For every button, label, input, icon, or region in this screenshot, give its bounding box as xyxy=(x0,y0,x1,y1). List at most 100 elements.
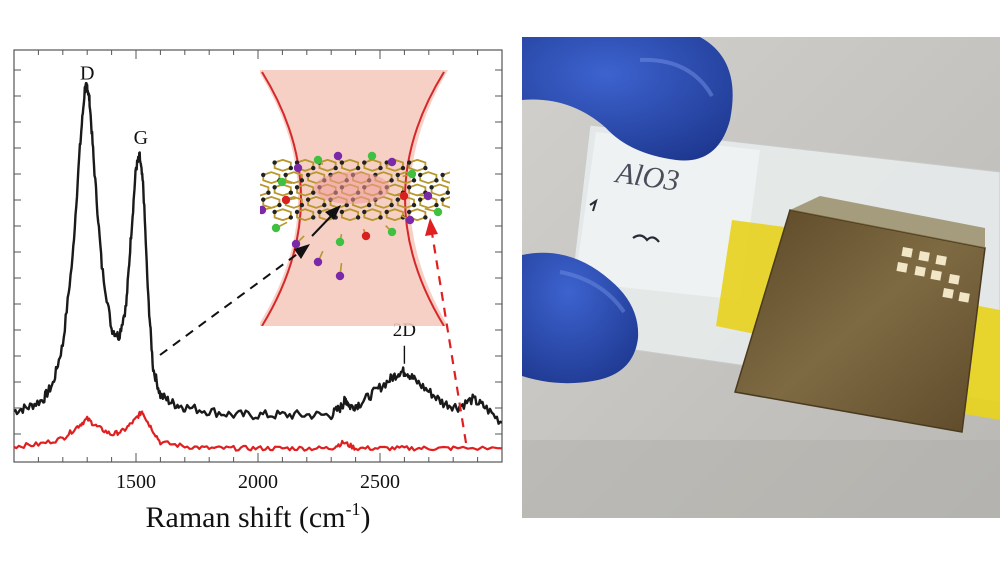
series-line-black xyxy=(14,81,502,425)
carbon-atom xyxy=(311,190,316,195)
electrode-pad xyxy=(901,247,913,258)
carbon-atom xyxy=(445,190,450,195)
annotation-mark-1 xyxy=(589,198,598,212)
carbon-atom xyxy=(288,165,294,171)
carbon-atom xyxy=(378,215,383,220)
electrode-pads xyxy=(896,247,970,303)
carbon-atom xyxy=(311,215,316,220)
glove-finger-highlight xyxy=(559,270,626,314)
electrode-pad xyxy=(896,262,908,273)
carbon-atom xyxy=(339,209,345,215)
carbon-atom xyxy=(277,202,282,208)
x-axis-ticks xyxy=(13,50,503,462)
functional-group-atom xyxy=(293,163,303,173)
carbon-atom xyxy=(288,215,294,220)
carbon-atom xyxy=(311,165,316,171)
carbon-atom xyxy=(457,203,461,207)
film-edge-highlight xyxy=(790,196,985,248)
inner-arrow-head xyxy=(325,205,341,220)
carbon-ring xyxy=(273,158,292,172)
functional-group-atom xyxy=(423,191,433,201)
carbon-atom xyxy=(378,165,383,171)
carbon-atom xyxy=(411,178,417,183)
carbon-atom xyxy=(272,185,277,190)
carbon-atom xyxy=(406,185,412,190)
functional-group-atom xyxy=(271,223,281,233)
electrode-pad xyxy=(948,274,960,285)
inset-molecule-illustration xyxy=(260,70,461,326)
carbon-atom xyxy=(429,185,434,190)
electrode-pad xyxy=(935,254,947,266)
x-axis-label-close: ) xyxy=(360,501,370,534)
functional-group-atom xyxy=(387,157,397,167)
black-dashed-arrow-head xyxy=(294,244,310,259)
glove-finger xyxy=(522,252,639,384)
sample-photo: AlO3 xyxy=(522,37,1000,518)
carbon-atom xyxy=(406,160,412,165)
functional-group-atom xyxy=(367,151,377,161)
carbon-atom xyxy=(261,172,266,178)
functional-group-atom xyxy=(291,239,301,249)
functional-group-atom xyxy=(335,271,345,281)
carbon-atom xyxy=(362,160,367,165)
electrode-pad xyxy=(942,288,954,299)
x-axis-label-main: Raman shift (cm xyxy=(146,501,346,534)
carbon-atom xyxy=(400,165,406,171)
carbon-atom xyxy=(434,178,439,183)
carbon-atom xyxy=(423,215,428,220)
carbon-atom xyxy=(423,165,428,171)
carbon-atom xyxy=(434,202,439,208)
electrode-pad xyxy=(918,251,930,262)
carbon-ring xyxy=(419,171,438,185)
red-dashed-arrow-head xyxy=(425,218,438,236)
carbon-atom xyxy=(294,209,300,215)
carbon-atom xyxy=(266,190,271,195)
x-tick-label: 1500 xyxy=(116,471,156,493)
carbon-atom xyxy=(299,178,305,183)
carbon-atom xyxy=(411,202,417,208)
carbon-atom xyxy=(355,215,361,220)
carbon-atom xyxy=(305,197,311,202)
functional-group-atom xyxy=(281,195,291,205)
functional-group-atom xyxy=(335,237,345,247)
functional-group-atom xyxy=(361,231,371,241)
electrode-pad xyxy=(958,292,970,303)
glass-frost xyxy=(575,132,760,300)
carbon-atom xyxy=(389,178,394,183)
plot-frame xyxy=(13,49,503,463)
functional-group-atom xyxy=(387,227,397,237)
carbon-ring xyxy=(430,183,449,197)
functional-group-atom xyxy=(333,151,343,161)
carbon-ring xyxy=(262,171,281,185)
functional-group-atom xyxy=(277,177,287,187)
carbon-atom xyxy=(299,202,305,208)
carbon-ring xyxy=(273,183,292,197)
carbon-atom xyxy=(395,172,400,178)
carbon-atom xyxy=(333,165,338,171)
carbon-atom xyxy=(305,172,311,178)
carbon-ring xyxy=(441,171,450,184)
carbon-atom xyxy=(261,197,266,202)
functional-group-atom xyxy=(399,191,409,201)
carbon-atom xyxy=(294,185,300,190)
carbon-atom xyxy=(366,202,372,208)
carbon-atom xyxy=(395,197,400,202)
x-tick-label: 2000 xyxy=(238,471,278,493)
peak-label-d: D xyxy=(80,63,94,85)
carbon-atom xyxy=(418,172,423,178)
x-axis-label: Raman shift (cm-1) xyxy=(146,499,371,534)
carbon-ring xyxy=(260,183,270,197)
peak-label-g: G xyxy=(134,127,148,149)
carbon-atom xyxy=(457,178,461,182)
carbon-ring xyxy=(273,208,292,222)
x-tick-labels: 1500 2000 2500 xyxy=(116,471,400,493)
carbon-atom xyxy=(339,160,345,165)
carbon-atom xyxy=(389,202,394,208)
carbon-atom xyxy=(272,160,277,165)
laser-spot xyxy=(314,172,390,204)
glove-thumb-highlight xyxy=(639,57,714,98)
functional-group-atom xyxy=(433,207,443,217)
functional-group-atom xyxy=(260,205,267,215)
functional-group-atom xyxy=(407,169,417,179)
